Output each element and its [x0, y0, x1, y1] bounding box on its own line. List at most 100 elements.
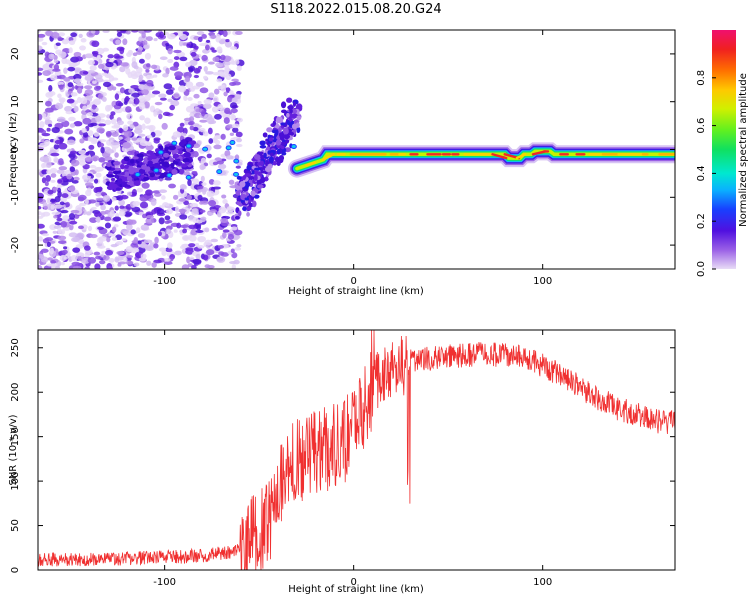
- colorbar-label: Normalized spectral amplitude: [738, 73, 749, 227]
- spectrogram-noise-blob: [206, 153, 212, 159]
- spectrogram-streak-blob: [292, 101, 297, 107]
- spectrogram-noise-blob: [70, 92, 78, 97]
- spectrogram-noise-blob: [217, 71, 224, 77]
- spectrogram-streak-blob: [264, 176, 269, 182]
- spectrogram-streak-blob: [268, 156, 274, 163]
- spectrogram-noise-blob: [141, 182, 150, 189]
- spectrogram-noise-blob: [138, 76, 143, 82]
- spectrogram-noise-blob: [38, 211, 42, 216]
- spectrogram-noise-blob: [169, 104, 176, 111]
- spectrogram-noise-blob: [116, 250, 125, 256]
- spectrogram-band-blob: [177, 150, 183, 155]
- spectrogram-noise-blob: [56, 169, 65, 174]
- spectrogram-noise-blob: [172, 131, 182, 138]
- spectrogram-noise-blob: [60, 209, 69, 214]
- spectrogram-noise-blob: [51, 211, 61, 215]
- spectrogram-noise-blob: [49, 263, 58, 267]
- spectrogram-noise-blob: [177, 85, 187, 93]
- spectrogram-noise-blob: [42, 64, 51, 69]
- figure-title: S118.2022.015.08.20.G24: [270, 2, 441, 17]
- spectrogram-noise-blob: [220, 218, 229, 224]
- spectrogram-noise-blob: [178, 198, 187, 202]
- spectrogram-noise-blob: [164, 215, 171, 221]
- spectrogram-noise-blob: [96, 216, 101, 223]
- spectrogram-band-blob: [149, 172, 156, 178]
- spectrogram-noise-blob: [47, 189, 54, 195]
- spectrogram-noise-blob: [231, 123, 240, 129]
- spectrogram-noise-blob: [73, 51, 82, 58]
- spectrogram-streak-blob: [263, 152, 267, 158]
- spectrogram-streak-blob: [236, 201, 240, 205]
- spectrogram-streak-blob: [280, 101, 287, 109]
- spectrogram-highlight: [134, 171, 141, 177]
- spectrogram-band-blob: [113, 161, 121, 166]
- spectrogram-streak-blob: [259, 140, 266, 146]
- spectrogram-noise-blob: [185, 81, 194, 89]
- spectrogram-noise-blob: [191, 264, 197, 269]
- spectrogram-noise-blob: [131, 137, 138, 141]
- spectrogram-noise-blob: [85, 151, 90, 156]
- spectrogram-noise-blob: [181, 234, 191, 241]
- spectrogram-noise-blob: [80, 97, 88, 105]
- spectrogram-noise-blob: [227, 233, 235, 240]
- spectrogram-noise-blob: [235, 131, 243, 138]
- spectrogram-noise-blob: [164, 177, 172, 181]
- spectrogram-noise-blob: [84, 53, 94, 59]
- spectrogram-noise-blob: [108, 75, 115, 82]
- spectrogram-noise-blob: [207, 30, 217, 33]
- spectrogram-noise-blob: [154, 236, 159, 244]
- spectrogram-noise-blob: [75, 56, 83, 62]
- spectrogram-noise-blob: [139, 195, 149, 202]
- snr-ticks: -100 0 100 0 50 100 150 200 250: [10, 330, 675, 588]
- spectrogram-streak-blob: [267, 163, 273, 169]
- snr-x-tick-label: -100: [153, 577, 176, 588]
- spectrogram-noise-blob: [46, 169, 52, 175]
- spectrogram-streak-blob: [236, 175, 242, 180]
- spectrogram-noise-blob: [95, 192, 102, 197]
- spectrogram-noise-blob: [87, 59, 95, 66]
- spectrogram-noise-blob: [50, 204, 55, 210]
- spectrogram-noise-blob: [236, 244, 242, 248]
- spectrogram-noise-blob: [122, 124, 129, 132]
- spectrogram-streak-blob: [248, 202, 253, 208]
- spectrogram-noise-blob: [68, 36, 74, 42]
- spectrogram-noise-blob: [201, 54, 208, 62]
- spectrogram-streak-blob: [296, 126, 301, 134]
- spectrogram-noise-blob: [222, 229, 230, 233]
- spectrogram-noise-blob: [117, 120, 124, 126]
- spectrogram-noise-blob: [68, 212, 76, 220]
- colorbar-tick-label: 0.2: [696, 213, 707, 229]
- spectrogram-noise-blob: [45, 30, 54, 37]
- spectrogram-streak-blob: [272, 161, 277, 166]
- spectrogram-noise-blob: [90, 30, 96, 34]
- spectrogram-noise-blob: [179, 122, 185, 127]
- spectrogram-noise-blob: [188, 120, 195, 126]
- spectrogram-noise-blob: [145, 144, 154, 151]
- spectrogram-noise-blob: [155, 32, 162, 38]
- spectrogram-highlight: [216, 169, 223, 175]
- spectrogram-noise-blob: [73, 121, 83, 127]
- spectrogram-band-blob: [108, 182, 116, 188]
- spectrogram-y-axis-label: Frequency (Hz): [8, 112, 19, 188]
- spectrogram-noise-blob: [120, 229, 130, 234]
- spectrogram-noise-blob: [126, 52, 132, 58]
- spectrogram-noise-blob: [218, 30, 225, 36]
- spectrogram-peak-segment: [321, 153, 335, 162]
- spectrogram-noise-blob: [202, 188, 207, 195]
- spectrogram-noise-blob: [50, 179, 56, 183]
- spectrogram-noise-blob: [141, 88, 149, 96]
- spectrogram-noise-blob: [117, 136, 123, 140]
- spectrogram-noise-blob: [188, 224, 197, 230]
- spectrogram-noise-blob: [58, 51, 67, 58]
- spectrogram-noise-blob: [158, 113, 163, 120]
- spectrogram-noise-blob: [98, 142, 105, 148]
- spectrogram-noise-blob: [118, 199, 126, 206]
- spectrogram-noise-blob: [203, 99, 212, 105]
- spectrogram-noise-blob: [139, 201, 149, 209]
- spectrogram-noise-blob: [188, 67, 194, 73]
- spectrogram-noise-blob: [176, 222, 182, 229]
- spectrogram-noise-blob: [231, 226, 238, 231]
- spectrogram-noise-blob: [125, 223, 133, 231]
- spectrogram-noise-blob: [210, 34, 217, 39]
- spectrogram-noise-blob: [199, 87, 209, 94]
